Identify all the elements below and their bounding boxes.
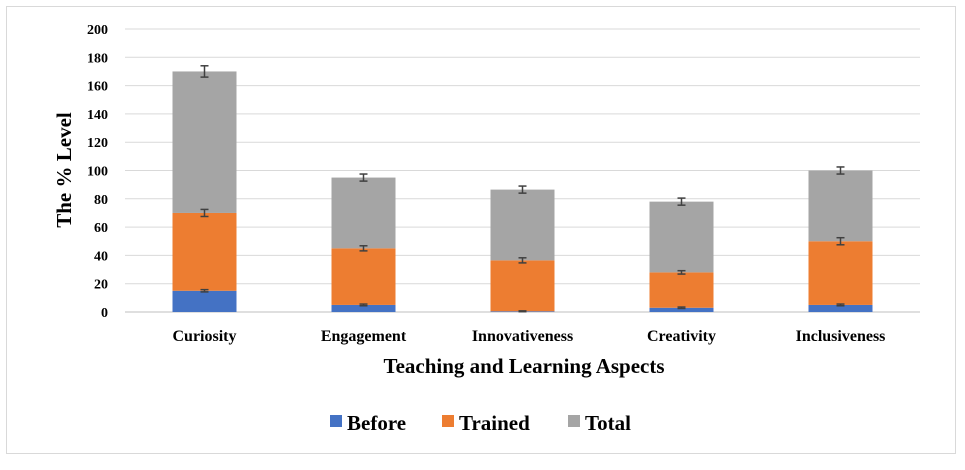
legend-label-trained: Trained [459, 411, 530, 435]
y-tick-label: 80 [94, 193, 108, 208]
bar-trained-creativity [649, 272, 714, 308]
x-tick-label: Creativity [647, 328, 716, 345]
bar-before-creativity [649, 307, 714, 312]
error-bar-before-innovativeness [518, 310, 527, 313]
bar-trained-engagement [331, 248, 396, 305]
y-tick-label: 160 [87, 80, 108, 95]
error-bar-trained-inclusiveness [836, 236, 845, 246]
chart-frame [6, 6, 956, 454]
error-bar-trained-innovativeness [518, 257, 527, 264]
legend-label-total: Total [585, 411, 631, 435]
y-tick-label: 100 [87, 165, 108, 180]
x-axis-title: Teaching and Learning Aspects [383, 354, 664, 378]
error-bar-total-engagement [359, 173, 368, 182]
error-bar-before-inclusiveness [836, 303, 845, 307]
bar-before-inclusiveness [808, 304, 873, 312]
bar-trained-innovativeness [490, 260, 555, 312]
error-bar-trained-curiosity [200, 208, 209, 218]
x-tick-label: Engagement [321, 328, 407, 345]
y-tick-label: 40 [94, 249, 108, 264]
bar-before-curiosity [172, 290, 237, 312]
y-tick-label: 180 [87, 51, 108, 66]
legend-swatch-trained [442, 415, 454, 427]
legend-item-trained: Trained [442, 411, 530, 435]
x-tick-label: Curiosity [173, 328, 237, 345]
bar-before-engagement [331, 304, 396, 312]
y-tick-label: 120 [87, 136, 108, 151]
y-tick-label: 140 [87, 108, 108, 123]
error-bar-before-curiosity [200, 288, 209, 293]
y-axis-title: The % Level [52, 112, 76, 228]
bar-total-creativity [649, 201, 714, 273]
legend-swatch-before [330, 415, 342, 427]
error-bar-total-curiosity [200, 65, 209, 78]
bar-total-engagement [331, 177, 396, 249]
legend: Before Trained Total [330, 411, 631, 435]
error-bar-trained-engagement [359, 245, 368, 252]
gridlines [125, 28, 920, 313]
y-tick-label: 200 [87, 23, 108, 38]
bar-trained-curiosity [172, 212, 237, 291]
legend-swatch-total [568, 415, 580, 427]
y-tick-labels: 0 20 40 60 80 100 120 140 160 180 200 [87, 23, 108, 321]
x-tick-label: Inclusiveness [796, 328, 886, 345]
bar-total-inclusiveness [808, 170, 873, 242]
x-tick-label: Innovativeness [472, 328, 573, 345]
legend-item-total: Total [568, 411, 631, 435]
error-bar-before-engagement [359, 303, 368, 307]
x-tick-labels: Curiosity Engagement Innovativeness Creativ… [173, 328, 886, 345]
y-tick-label: 60 [94, 221, 108, 236]
y-tick-label: 20 [94, 278, 108, 293]
error-bar-total-creativity [677, 197, 686, 206]
error-bar-total-inclusiveness [836, 166, 845, 175]
y-tick-label: 0 [101, 306, 108, 321]
error-bar-total-innovativeness [518, 185, 527, 194]
legend-label-before: Before [347, 411, 406, 435]
bar-total-curiosity [172, 71, 237, 213]
error-bars [200, 65, 845, 313]
bar-trained-inclusiveness [808, 241, 873, 305]
bar-total-innovativeness [490, 189, 555, 261]
bars [172, 71, 873, 312]
error-bar-trained-creativity [677, 269, 686, 275]
error-bar-before-creativity [677, 306, 686, 310]
legend-item-before: Before [330, 411, 406, 435]
